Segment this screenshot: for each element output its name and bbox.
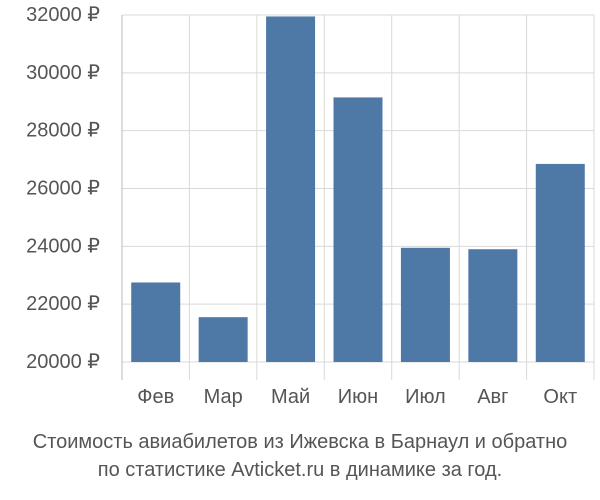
y-tick-label: 32000 ₽ — [26, 4, 100, 26]
y-tick-label: 20000 ₽ — [26, 351, 100, 373]
bar-1 — [131, 282, 181, 362]
x-tick-label: Июн — [338, 386, 378, 408]
y-tick-label: 26000 ₽ — [26, 178, 100, 200]
x-tick-label: Фев — [137, 386, 174, 408]
bar-chart: 20000 ₽ 22000 ₽ 24000 ₽ 26000 ₽ 28000 ₽ 30000… — [26, 4, 595, 408]
bar-3 — [266, 16, 316, 363]
caption-line-2: по статистике Avticket.ru в динамике за … — [97, 459, 503, 481]
bar-5 — [400, 247, 450, 362]
bar-6 — [468, 249, 518, 362]
x-tick-label: Окт — [543, 386, 577, 408]
y-axis: 20000 ₽ 22000 ₽ 24000 ₽ 26000 ₽ 28000 ₽ 30000… — [26, 4, 100, 373]
x-tick-label: Июл — [405, 386, 446, 408]
caption-line-1: Стоимость авиабилетов из Ижевска в Барна… — [32, 431, 568, 453]
y-tick-label: 22000 ₽ — [26, 293, 100, 315]
x-tick-label: Авг — [477, 386, 508, 408]
bar-2 — [198, 317, 248, 362]
y-tick-label: 24000 ₽ — [26, 235, 100, 257]
x-tick-label: Мар — [204, 386, 243, 408]
y-tick-label: 28000 ₽ — [26, 120, 100, 142]
bars-layer — [131, 16, 585, 363]
y-tick-label: 30000 ₽ — [26, 62, 100, 84]
bar-7 — [535, 163, 585, 362]
x-tick-label: Май — [271, 386, 310, 408]
chart-caption: Стоимость авиабилетов из Ижевска в Барна… — [0, 428, 600, 484]
x-axis: Фев Мар Май Июн Июл Авг Окт — [137, 386, 577, 408]
bar-4 — [333, 97, 383, 362]
